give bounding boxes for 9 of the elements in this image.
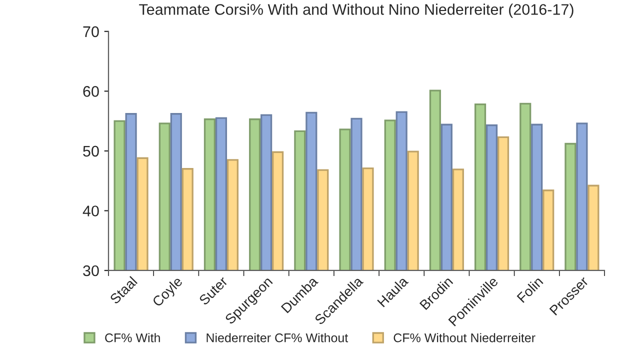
y-tick-label: 30 [83,265,99,276]
y-tick-label: 60 [83,86,99,97]
y-tick-label: 70 [83,26,99,38]
legend-label: CF% Without Niederreiter [394,333,536,342]
y-tick-label: 50 [83,146,99,157]
legend-label: CF% With [105,333,160,342]
y-tick-label: 40 [82,206,99,216]
chart-title: Teammate Corsi% With and Without Nino Niederreiter (2016-17) [139,4,574,18]
legend-label: Niederreiter CF% Without [206,333,348,342]
